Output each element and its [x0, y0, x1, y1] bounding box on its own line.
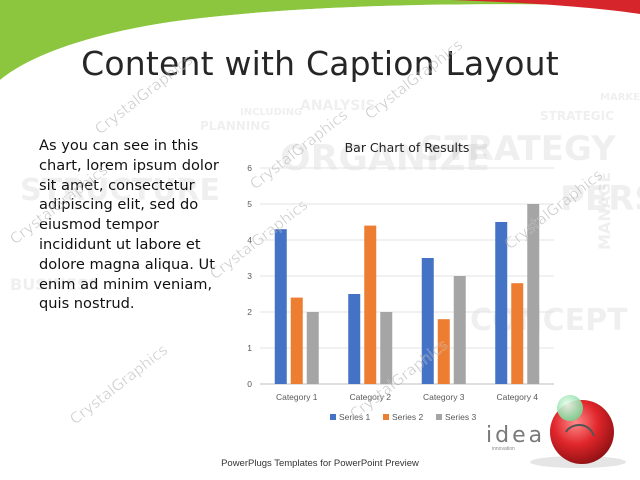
- white-swoosh-edge: [0, 4, 640, 84]
- legend-label: Series 1: [339, 412, 370, 422]
- background-word: BUSINESS: [10, 275, 99, 294]
- y-tick-label: 6: [247, 163, 252, 173]
- y-tick-label: 5: [247, 199, 252, 209]
- bar: [437, 319, 450, 384]
- background-word: ANALYSIS: [300, 98, 376, 114]
- x-tick-label: Category 1: [276, 392, 318, 402]
- slide-title: Content with Caption Layout: [81, 44, 559, 83]
- caption-text: As you can see in this chart, lorem ipsu…: [39, 137, 219, 313]
- legend-label: Series 2: [392, 412, 423, 422]
- background-word: PERSONALITY: [560, 179, 640, 219]
- logo-subtext: innovation: [492, 446, 515, 452]
- background-word: STRATEGY: [420, 129, 616, 169]
- red-swoosh: [450, 0, 640, 14]
- x-tick-label: Category 4: [496, 392, 538, 402]
- green-sphere-icon: [557, 395, 583, 421]
- bar: [380, 312, 393, 384]
- y-tick-label: 2: [247, 307, 252, 317]
- background-word: INCLUDING: [240, 107, 302, 118]
- bar: [290, 297, 303, 384]
- legend-swatch: [383, 414, 389, 420]
- x-tick-label: Category 2: [349, 392, 391, 402]
- legend-swatch: [436, 414, 442, 420]
- background-word: PLANNING: [200, 119, 270, 133]
- bar: [527, 204, 540, 384]
- bar: [453, 276, 466, 384]
- chart-title: Bar Chart of Results: [345, 140, 470, 155]
- y-tick-label: 4: [247, 235, 252, 245]
- bar: [511, 283, 524, 384]
- y-tick-label: 1: [247, 343, 252, 353]
- bar: [306, 312, 319, 384]
- bar: [421, 258, 434, 384]
- bar: [274, 229, 287, 384]
- background-word: MANAGE: [595, 172, 614, 250]
- x-tick-label: Category 3: [423, 392, 465, 402]
- background-word: STRUCTURE: [20, 173, 220, 208]
- y-tick-label: 3: [247, 271, 252, 281]
- background-word: ORGANIZE: [280, 138, 490, 179]
- footer-text: PowerPlugs Templates for PowerPoint Prev…: [221, 458, 419, 469]
- idea-logo: idea innovation: [486, 395, 626, 468]
- background-word: STRATEGIC: [540, 109, 614, 123]
- legend-label: Series 3: [445, 412, 476, 422]
- green-swoosh: [0, 0, 640, 80]
- bar: [348, 294, 361, 384]
- background-word: MARKETING: [600, 92, 640, 103]
- legend-swatch: [330, 414, 336, 420]
- logo-text: idea: [486, 423, 545, 448]
- bar: [495, 222, 508, 384]
- y-tick-label: 0: [247, 379, 252, 389]
- bar: [364, 225, 377, 384]
- bar-chart: Bar Chart of Results 0 1 2 3 4 5 6 Category 1 Cat…: [247, 140, 554, 422]
